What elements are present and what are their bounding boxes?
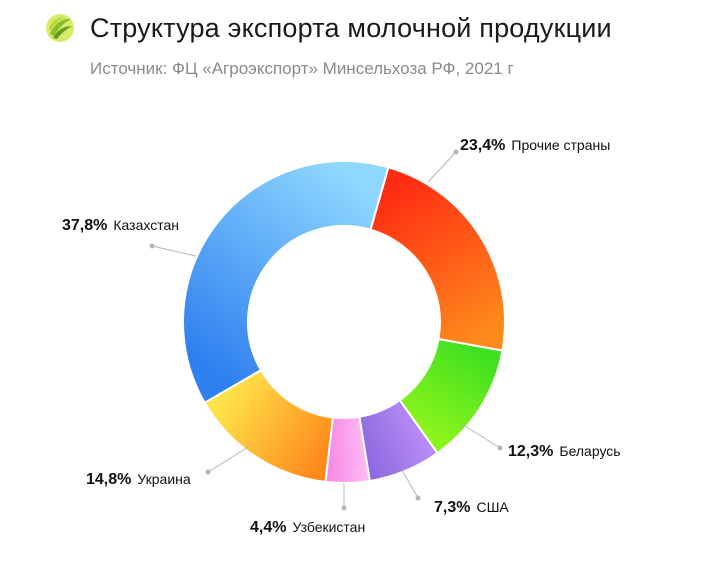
leader-dot — [415, 495, 421, 501]
chart-subtitle: Источник: ФЦ «Агроэкспорт» Минсельхоза Р… — [90, 59, 514, 78]
leader-dot — [497, 445, 503, 451]
leader-line — [427, 151, 457, 183]
donut-slice — [369, 165, 506, 352]
leader-line — [401, 469, 419, 499]
leader-line — [207, 445, 251, 473]
slice-name: США — [476, 499, 509, 515]
slice-label: 23,4% Прочие страны — [460, 137, 610, 154]
slice-percent: 23,4% — [460, 137, 505, 154]
slice-name: Казахстан — [113, 217, 179, 233]
slice-name: Узбекистан — [292, 519, 365, 535]
slice-percent: 14,8% — [86, 471, 131, 488]
slice-percent: 4,4% — [250, 519, 286, 536]
slice-percent: 37,8% — [62, 217, 107, 234]
slice-label: 12,3% Беларусь — [508, 443, 621, 460]
slice-name: Украина — [137, 471, 191, 487]
slice-label: 7,3% США — [434, 499, 509, 516]
slice-label: 37,8% Казахстан — [62, 217, 179, 234]
slice-percent: 7,3% — [434, 499, 470, 516]
chart-title: Структура экспорта молочной продукции — [90, 12, 612, 43]
slice-label: 14,8% Украина — [86, 471, 191, 488]
slice-name: Беларусь — [559, 443, 620, 459]
leader-dot — [341, 505, 347, 511]
slice-percent: 12,3% — [508, 443, 553, 460]
wheat-leaf-logo-icon — [46, 14, 74, 42]
slice-name: Прочие страны — [511, 137, 610, 153]
donut-slice — [182, 160, 390, 405]
leader-dot — [205, 469, 211, 475]
leader-line — [461, 423, 501, 449]
slice-label: 4,4% Узбекистан — [250, 519, 365, 536]
leader-line — [151, 245, 197, 257]
leader-dot — [453, 149, 459, 155]
chart-header: Структура экспорта молочной продукции — [44, 12, 612, 44]
leader-dot — [149, 243, 155, 249]
